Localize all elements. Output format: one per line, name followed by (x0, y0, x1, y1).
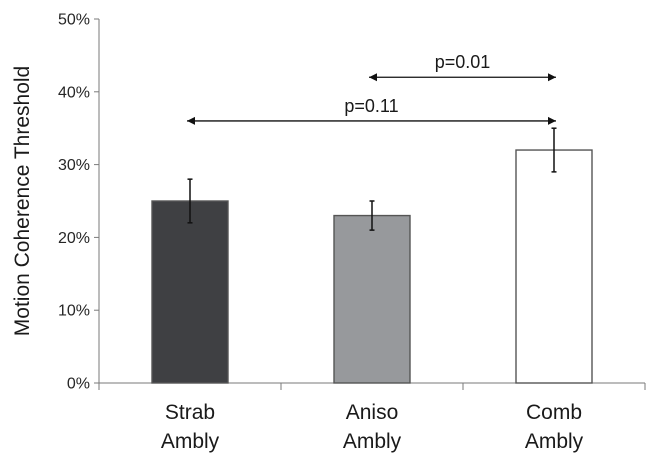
error-bars (187, 127, 557, 231)
annotation-label: p=0.01 (435, 52, 491, 72)
bars (151, 149, 593, 384)
x-tick-label: Aniso (346, 401, 399, 424)
bar (333, 214, 411, 384)
arrow-head (548, 73, 556, 82)
tick-labels: 0% 10% 20% 30% 40% 50% Strab Ambly Aniso Ambly Com… (58, 12, 584, 454)
bar (151, 200, 229, 384)
x-tick-label: Strab (165, 401, 215, 424)
y-axis-title: Motion Coherence Threshold (11, 66, 34, 336)
y-tick-label: 50% (58, 12, 90, 29)
bar (515, 149, 593, 384)
arrow-head (369, 73, 377, 82)
arrow-head (548, 116, 556, 125)
x-tick-label: Ambly (161, 430, 220, 453)
y-tick-label: 20% (58, 230, 90, 247)
y-tick-label: 30% (58, 157, 90, 174)
y-tick-label: 0% (67, 376, 90, 393)
y-tick-label: 10% (58, 303, 90, 320)
arrow-head (187, 116, 195, 125)
annotation-label: p=0.11 (344, 96, 398, 116)
x-tick-label: Ambly (343, 430, 402, 453)
x-tick-label: Comb (526, 401, 582, 424)
significance-annotations: p=0.01 p=0.11 (187, 52, 556, 125)
x-tick-label: Ambly (525, 430, 584, 453)
y-tick-label: 40% (58, 84, 90, 101)
